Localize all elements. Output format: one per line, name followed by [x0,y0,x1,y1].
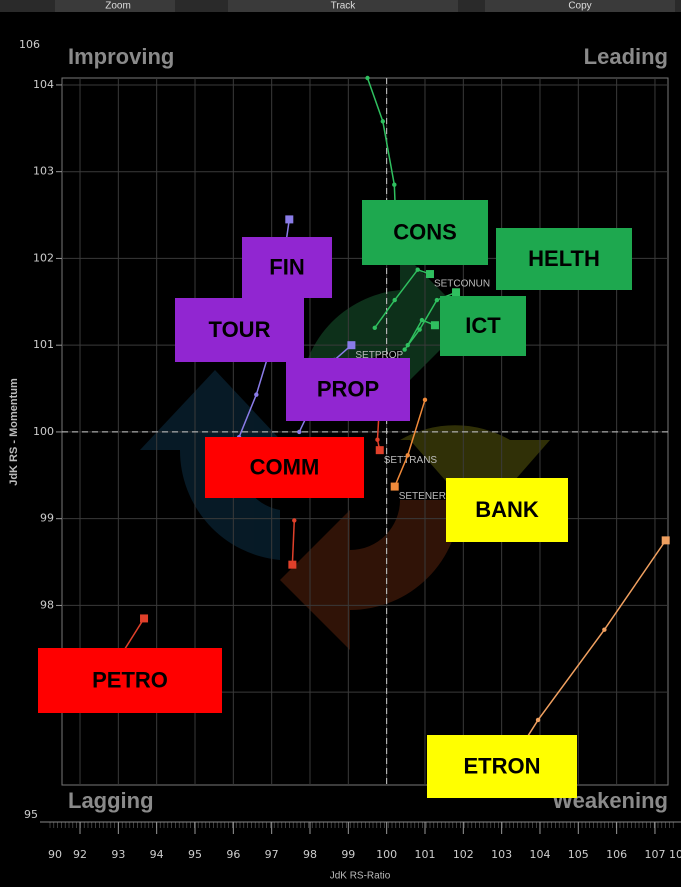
toolbar-label[interactable]: Copy [568,1,591,12]
x-tick-label: 94 [150,848,164,861]
y-tick-label: 103 [33,165,54,178]
rrg-point [406,453,410,457]
quadrant-label: Leading [584,44,668,69]
rrg-point [254,392,258,396]
sector-label: ICT [465,313,501,338]
quadrant-label: Improving [68,44,174,69]
y-tick-label: 99 [40,512,54,525]
y-tick-label: 98 [40,598,54,611]
series-label: SETCONUN [434,279,490,290]
quadrant-label: Lagging [68,788,154,813]
y-tick-label: 101 [33,338,54,351]
rrg-head [347,341,355,349]
y-axis-title: JdK RS - Momentum [8,378,20,486]
axis-break-label: 10 [669,848,681,861]
rrg-head [662,536,670,544]
rrg-point [297,430,301,434]
x-tick-label: 99 [341,848,355,861]
rrg-point [381,119,385,123]
series-label: SETENERG [399,491,454,502]
rrg-point [292,518,296,522]
rrg-point [416,268,420,272]
sector-label: FIN [269,254,304,279]
axis-break-label: 95 [24,808,38,821]
rrg-head [140,614,148,622]
sector-label: ETRON [464,753,541,778]
rrg-head [285,215,293,223]
toolbar-label[interactable]: Track [331,1,357,12]
toolbar-label[interactable]: Zoom [105,1,131,12]
x-tick-label: 100 [376,848,397,861]
x-tick-label: 103 [491,848,512,861]
rrg-point [423,398,427,402]
rrg-head [431,321,439,329]
sector-label: HELTH [528,246,600,271]
y-tick-label: 104 [33,78,54,91]
x-tick-label: 98 [303,848,317,861]
x-axis-title: JdK RS-Ratio [330,871,391,882]
x-tick-label: 95 [188,848,202,861]
rrg-point [393,298,397,302]
rrg-point [406,343,410,347]
rrg-point [435,298,439,302]
rrg-head [376,446,384,454]
x-tick-label: 93 [111,848,125,861]
y-tick-label: 102 [33,251,54,264]
rrg-point [536,718,540,722]
y-tick-label: 100 [33,425,54,438]
x-tick-label: 101 [414,848,435,861]
sector-label: CONS [393,219,457,244]
rrg-point [392,183,396,187]
sector-label: TOUR [209,317,271,342]
sector-label: BANK [475,497,539,522]
x-tick-label: 97 [265,848,279,861]
rrg-point [365,76,369,80]
x-tick-label: 105 [568,848,589,861]
rrg-head [288,561,296,569]
rrg-head [391,483,399,491]
rrg-point [602,628,606,632]
rrg-point [420,318,424,322]
sector-label: PROP [317,376,379,401]
x-tick-label: 92 [73,848,87,861]
series-label: SETTRANS [384,455,438,466]
sector-label: COMM [250,454,320,479]
rrg-head [426,270,434,278]
x-tick-label: 104 [529,848,550,861]
rrg-head [452,288,460,296]
rrg-screen: Zoom Track Copy JdK RS - Momentum JdK RS… [0,0,681,887]
x-tick-label: 107 [644,848,665,861]
sector-label: PETRO [92,667,168,692]
rrg-point [375,438,379,442]
x-tick-label: 96 [226,848,240,861]
x-tick-label: 106 [606,848,627,861]
rrg-point [373,326,377,330]
x-tick-label: 102 [453,848,474,861]
axis-break-label: 106 [19,38,40,51]
axis-break-label: 90 [48,848,62,861]
